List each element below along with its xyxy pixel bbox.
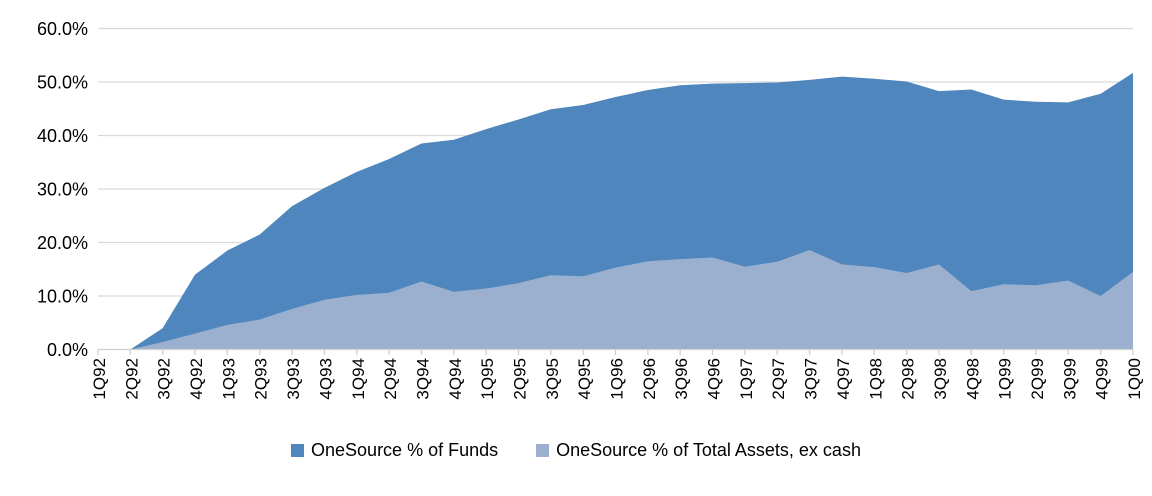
x-tick-label: 1Q00 [1125,358,1144,400]
y-tick-label: 40.0% [37,126,88,146]
x-tick-label: 3Q95 [543,358,562,400]
x-tick-label: 1Q96 [608,358,627,400]
y-tick-label: 50.0% [37,73,88,93]
x-tick-label: 2Q95 [510,358,529,400]
x-tick-label: 2Q99 [1028,358,1047,400]
y-tick-label: 30.0% [37,180,88,200]
y-tick-label: 10.0% [37,287,88,307]
legend-swatch-assets-icon [536,444,550,457]
x-tick-label: 1Q98 [866,358,885,400]
x-tick-label: 3Q93 [284,358,303,400]
x-tick-label: 3Q99 [1060,358,1079,400]
x-tick-label: 1Q92 [90,358,109,400]
x-tick-label: 4Q93 [316,358,335,400]
x-tick-label: 1Q99 [996,358,1015,400]
x-tick-label: 2Q98 [899,358,918,400]
x-tick-label: 4Q94 [446,358,465,400]
area-chart: 0.0% 10.0% 20.0% 30.0% 40.0% 50.0% 60.0% 1Q92 2Q… [37,19,1144,400]
x-tick-label: 2Q96 [640,358,659,400]
x-tick-label: 2Q97 [769,358,788,400]
y-tick-label: 0.0% [47,340,88,360]
x-tick-label: 2Q92 [122,358,141,400]
x-axis-labels: 1Q92 2Q92 3Q92 4Q92 1Q93 2Q93 3Q93 4Q93 1Q94 2Q94… [90,358,1144,400]
x-tick-label: 4Q99 [1093,358,1112,400]
x-tick-label: 3Q97 [802,358,821,400]
x-tick-label: 4Q98 [963,358,982,400]
x-tick-label: 4Q92 [187,358,206,400]
legend-label-funds: OneSource % of Funds [311,440,499,460]
x-tick-label: 3Q92 [155,358,174,400]
x-tick-label: 1Q95 [478,358,497,400]
x-tick-label: 1Q97 [737,358,756,400]
legend-item-funds: OneSource % of Funds [291,440,498,461]
x-tick-label: 2Q94 [381,358,400,400]
x-axis [97,348,1134,355]
x-tick-label: 3Q94 [413,358,432,400]
x-tick-label: 4Q96 [705,358,724,400]
y-tick-label: 20.0% [37,233,88,253]
y-tick-label: 60.0% [37,19,88,39]
x-tick-label: 3Q98 [931,358,950,400]
x-tick-label: 4Q97 [834,358,853,400]
assets-area [98,249,1133,350]
legend: OneSource % of Funds OneSource % of Tota… [0,440,1152,461]
legend-swatch-funds-icon [291,444,305,457]
x-tick-label: 2Q93 [252,358,271,400]
legend-label-assets: OneSource % of Total Assets, ex cash [556,440,861,460]
x-tick-label: 3Q96 [672,358,691,400]
y-axis-labels: 0.0% 10.0% 20.0% 30.0% 40.0% 50.0% 60.0% [37,19,88,360]
x-tick-label: 1Q94 [349,358,368,400]
x-tick-label: 4Q95 [575,358,594,400]
x-tick-label: 1Q93 [219,358,238,400]
legend-item-assets: OneSource % of Total Assets, ex cash [536,440,861,461]
